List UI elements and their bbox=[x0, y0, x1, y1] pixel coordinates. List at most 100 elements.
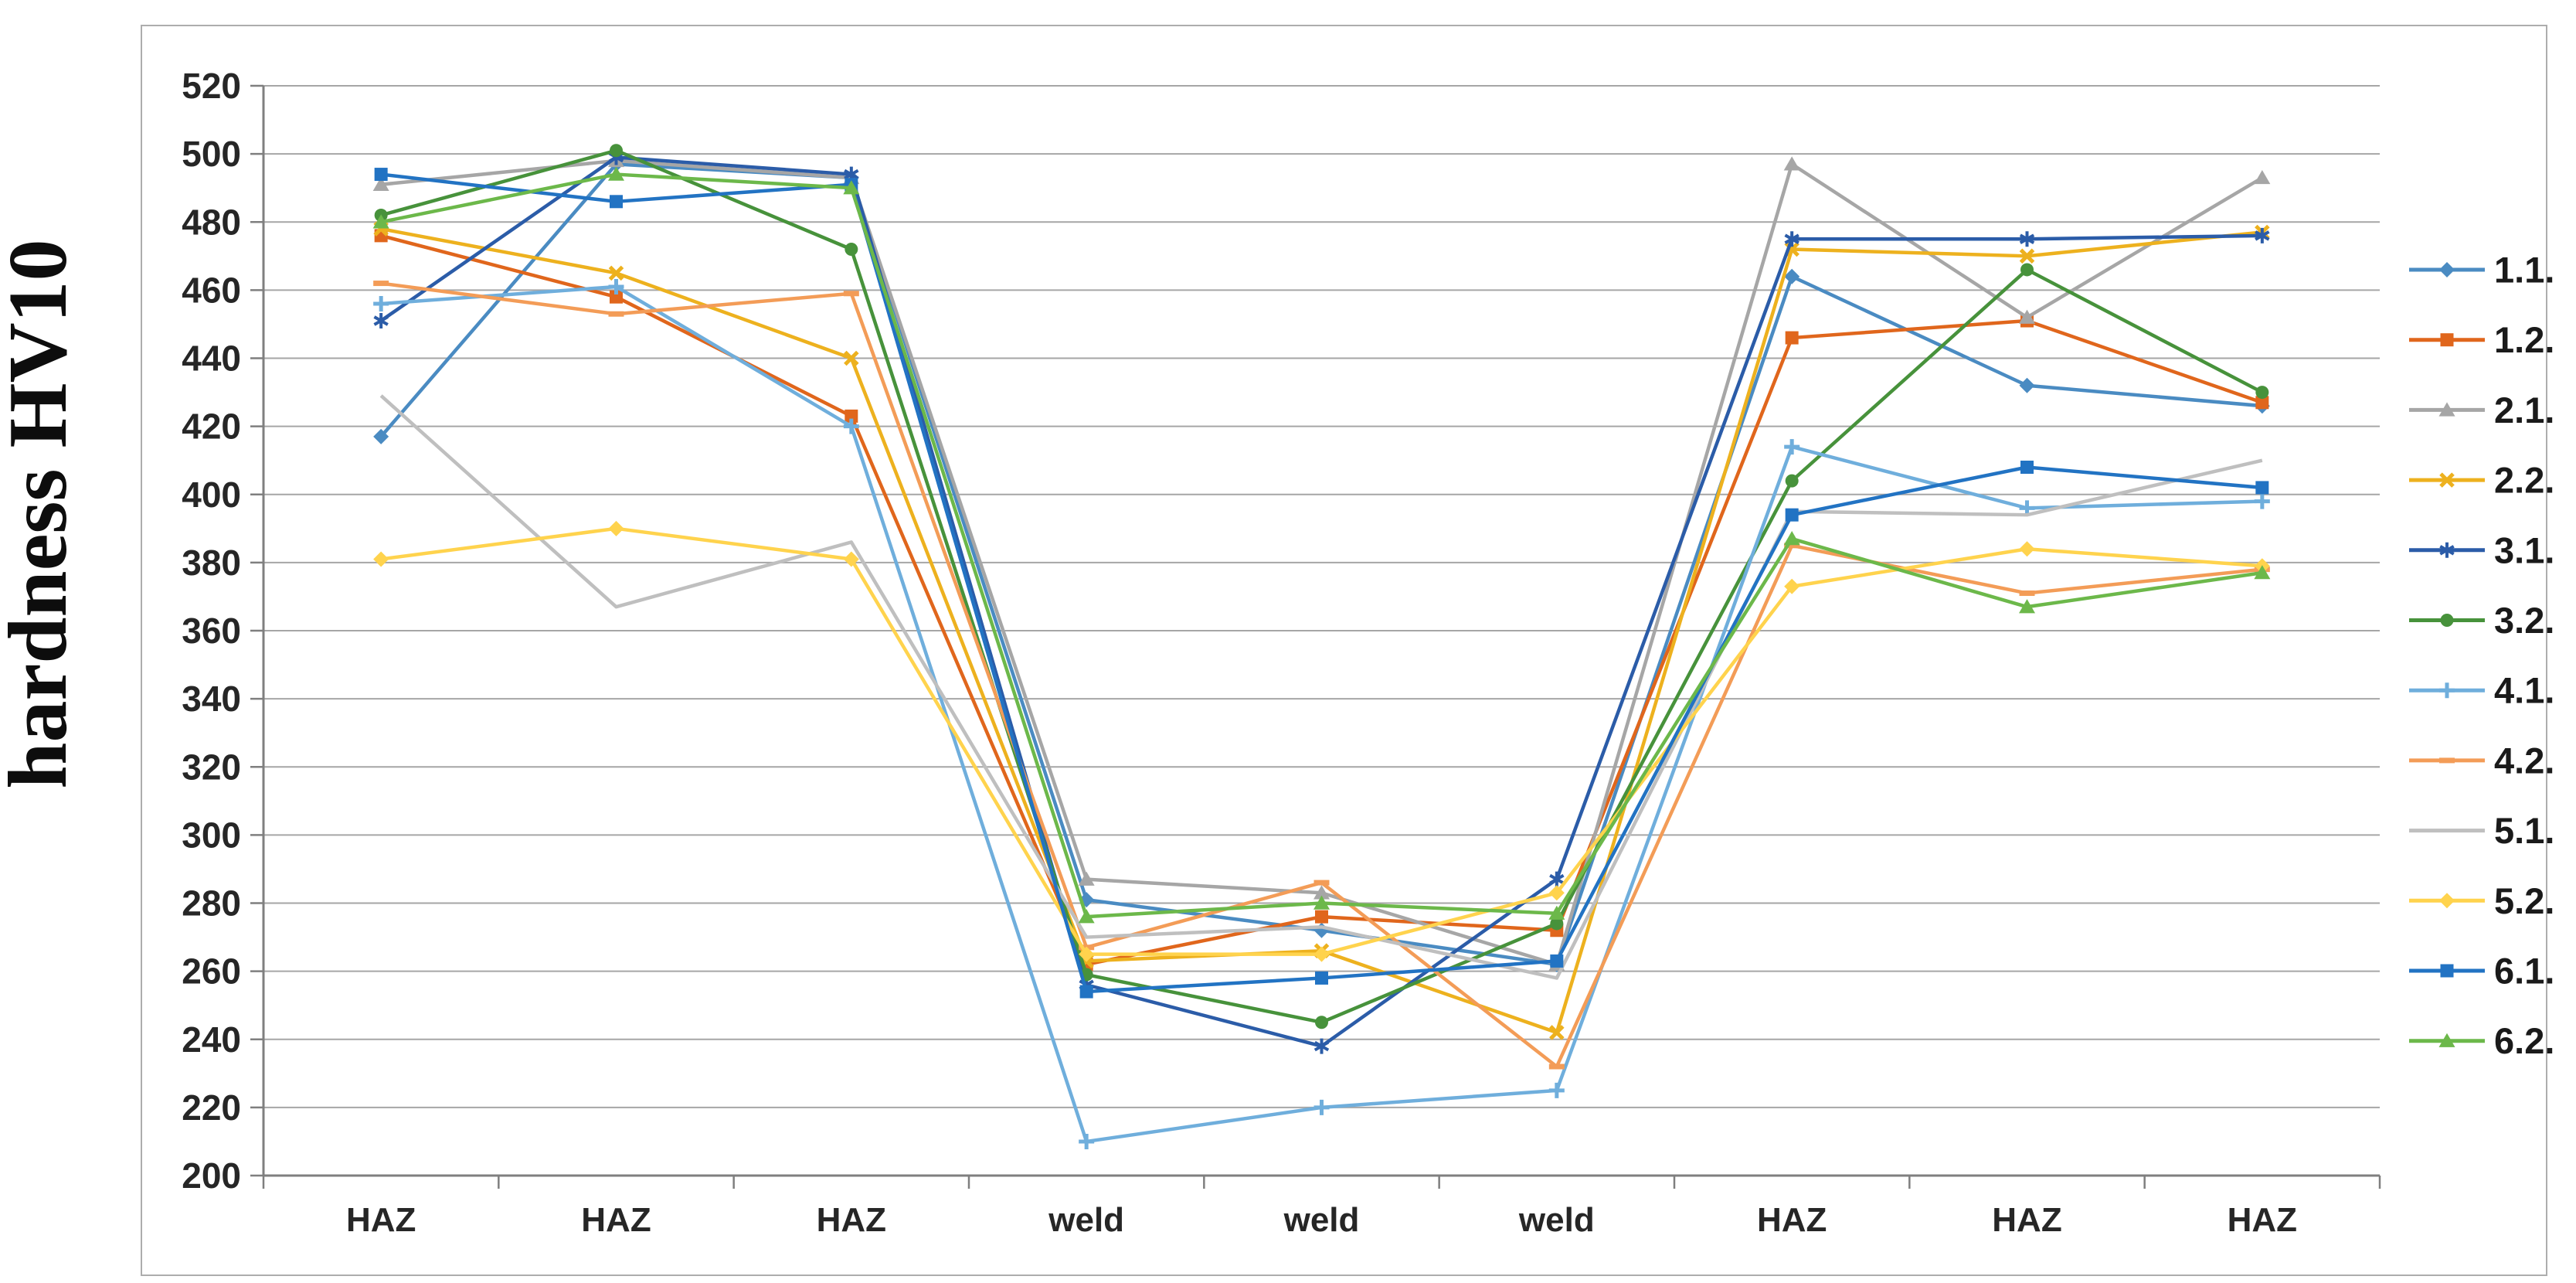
gridlines bbox=[263, 85, 2380, 1176]
y-tick-label: 400 bbox=[182, 475, 241, 515]
legend-label: 2.2. bbox=[2494, 460, 2554, 501]
series-5-1 bbox=[379, 394, 2263, 980]
x-axis: HAZ HAZ HAZ weld weld weld HAZ HAZ HAZ bbox=[262, 1174, 2381, 1239]
legend-label: 4.2. bbox=[2494, 740, 2554, 781]
series-marker bbox=[2019, 377, 2035, 393]
series-marker bbox=[373, 296, 389, 311]
series-marker bbox=[610, 144, 623, 158]
series-line bbox=[380, 233, 2263, 967]
x-category-label: weld bbox=[1283, 1201, 1360, 1239]
series-marker bbox=[1315, 971, 1328, 985]
x-category-label: HAZ bbox=[1992, 1201, 2061, 1239]
series-marker bbox=[374, 168, 388, 182]
x-category-label: HAZ bbox=[346, 1201, 416, 1239]
series-3-2 bbox=[374, 144, 2269, 1029]
series-marker bbox=[1315, 1016, 1328, 1029]
series-6-1 bbox=[374, 168, 2269, 999]
series-marker bbox=[373, 281, 389, 287]
y-tick-label: 360 bbox=[182, 611, 241, 651]
series-marker bbox=[1313, 895, 1330, 910]
series-marker bbox=[608, 520, 624, 536]
legend-label: 3.2. bbox=[2494, 600, 2554, 641]
chart-frame-border bbox=[141, 25, 2547, 1276]
series-marker bbox=[1784, 231, 1799, 247]
series-line bbox=[379, 162, 2263, 967]
legend-item-4-2: 4.2. bbox=[2409, 740, 2554, 781]
legend-label: 3.1. bbox=[2494, 529, 2554, 570]
series-marker bbox=[1079, 985, 1093, 999]
legend-item-1-1: 1.1. bbox=[2409, 249, 2554, 290]
legend-label: 4.1. bbox=[2494, 670, 2554, 711]
y-tick-label: 340 bbox=[182, 679, 241, 719]
y-tick-label: 500 bbox=[182, 134, 241, 174]
y-tick-label: 520 bbox=[182, 66, 241, 106]
legend-label: 6.2. bbox=[2494, 1020, 2554, 1061]
series-marker bbox=[845, 409, 858, 423]
x-category-label: weld bbox=[1048, 1201, 1124, 1239]
y-tick-label: 220 bbox=[182, 1087, 241, 1128]
series-marker bbox=[1313, 880, 1330, 886]
y-tick-label: 280 bbox=[182, 883, 241, 924]
y-tick-label: 320 bbox=[182, 747, 241, 787]
legend-item-6-1: 6.1. bbox=[2409, 950, 2554, 991]
series-marker bbox=[610, 290, 623, 304]
series-marker bbox=[1784, 578, 1800, 594]
series-marker bbox=[1784, 439, 1800, 455]
series-marker bbox=[372, 176, 389, 191]
series-marker bbox=[373, 551, 389, 567]
series-marker bbox=[1548, 1082, 1565, 1098]
series-marker bbox=[2019, 541, 2035, 557]
series-marker bbox=[2255, 481, 2269, 495]
x-category-label: weld bbox=[1518, 1201, 1595, 1239]
series-marker bbox=[373, 313, 389, 329]
x-category-label: HAZ bbox=[1757, 1201, 1827, 1239]
series-marker bbox=[1313, 1038, 1330, 1054]
legend-marker-icon bbox=[2440, 964, 2454, 978]
legend-item-6-2: 6.2. bbox=[2409, 1020, 2554, 1061]
legend-item-5-1: 5.1. bbox=[2409, 810, 2554, 851]
series-marker bbox=[372, 214, 389, 229]
series-marker bbox=[1785, 331, 1799, 345]
series-marker bbox=[2019, 309, 2035, 324]
legend: 1.1. 1.2. 2.1. 2.2. 3.1. 3.2. 4.1. 4.2. 5.1. 5.2.… bbox=[2409, 249, 2554, 1061]
series-marker bbox=[1548, 905, 1565, 920]
series-marker bbox=[844, 350, 859, 366]
x-category-label: HAZ bbox=[2228, 1201, 2297, 1239]
series-marker bbox=[1785, 508, 1799, 522]
legend-item-3-1: 3.1. bbox=[2409, 529, 2554, 570]
legend-label: 1.2. bbox=[2494, 319, 2554, 360]
y-tick-label: 380 bbox=[182, 543, 241, 583]
legend-item-3-2: 3.2. bbox=[2409, 600, 2554, 641]
series-marker bbox=[1550, 954, 1564, 968]
series-1-1 bbox=[373, 156, 2270, 972]
series-line bbox=[381, 284, 2262, 1144]
series-marker bbox=[2019, 248, 2035, 264]
series-marker bbox=[843, 551, 859, 567]
series-marker bbox=[2254, 493, 2270, 509]
legend-marker-icon bbox=[2439, 472, 2455, 488]
y-tick-label: 240 bbox=[182, 1019, 241, 1060]
series-marker bbox=[2019, 590, 2035, 597]
series-marker bbox=[1549, 1025, 1565, 1040]
legend-marker-icon bbox=[2438, 402, 2455, 417]
series-marker bbox=[2255, 227, 2270, 243]
series-marker bbox=[608, 311, 624, 317]
legend-item-2-2: 2.2. bbox=[2409, 460, 2554, 501]
legend-item-1-2: 1.2. bbox=[2409, 319, 2554, 360]
series-marker bbox=[2019, 599, 2035, 614]
series-marker bbox=[610, 195, 623, 209]
y-axis-title: hardness HV10 bbox=[0, 239, 84, 788]
series-marker bbox=[2255, 396, 2269, 410]
series-marker bbox=[1783, 531, 1800, 546]
y-tick-label: 460 bbox=[182, 270, 241, 310]
legend-marker-icon bbox=[2440, 614, 2454, 627]
series-line bbox=[379, 394, 2263, 980]
series-marker bbox=[1313, 885, 1330, 900]
legend-label: 6.1. bbox=[2494, 950, 2554, 991]
y-tick-label: 440 bbox=[182, 339, 241, 379]
y-tick-label: 420 bbox=[182, 407, 241, 447]
legend-marker-icon bbox=[2438, 1033, 2455, 1047]
series-marker bbox=[1079, 946, 1095, 962]
x-category-label: HAZ bbox=[817, 1201, 886, 1239]
